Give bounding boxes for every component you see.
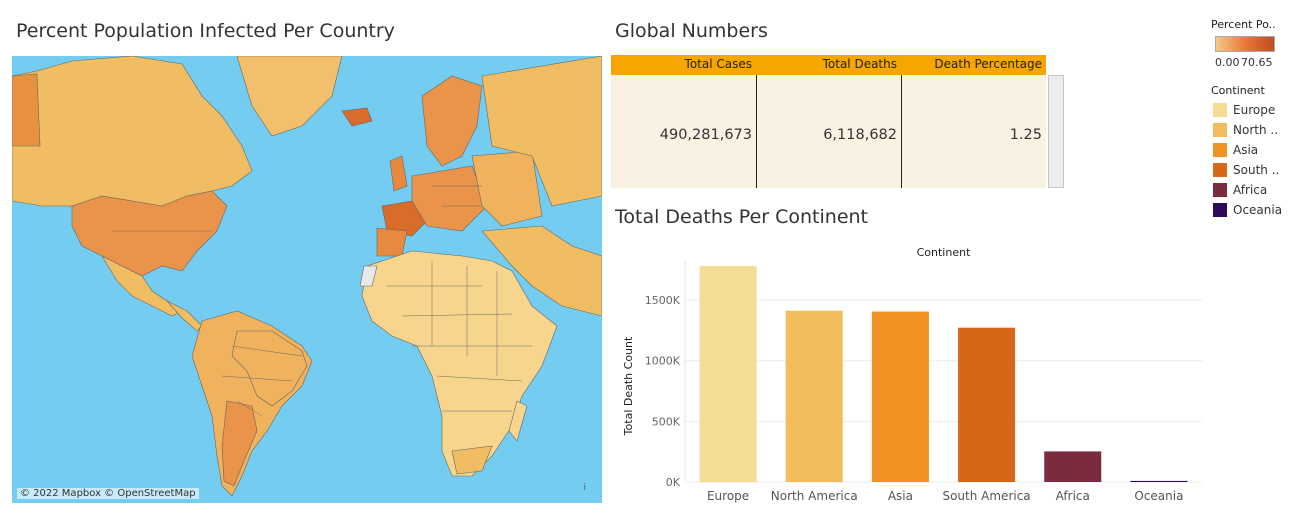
map-brazil — [231, 330, 308, 407]
bar-europe — [699, 266, 757, 482]
legend-percent-title[interactable]: Percent Po.. — [1211, 18, 1276, 31]
x-tick-label: Oceania — [1134, 489, 1183, 503]
x-tick-label: North America — [771, 489, 858, 503]
y-tick-label: 0K — [666, 476, 681, 489]
legend-swatch — [1213, 163, 1227, 177]
map-iberia — [376, 227, 408, 257]
map-canada — [12, 56, 253, 207]
map-eastern-europe — [471, 150, 543, 227]
map-western-sahara — [359, 265, 378, 287]
map-russia — [481, 56, 602, 207]
bar-north-america — [785, 310, 843, 482]
legend-swatch — [1213, 143, 1227, 157]
map-central-america — [166, 300, 203, 332]
legend-label: Africa — [1233, 183, 1268, 197]
cell-death-percentage[interactable]: 1.25 — [1009, 127, 1042, 143]
bar-chart: Continent Total Death Count 0K 500K 1000K 150… — [622, 246, 1202, 503]
map-uk — [389, 155, 408, 192]
map-info-icon[interactable]: i — [583, 483, 586, 493]
bar-africa — [1044, 451, 1102, 482]
x-tick-label: Asia — [888, 489, 913, 503]
x-tick-label: South America — [942, 489, 1030, 503]
bar-oceania — [1130, 480, 1188, 482]
legend-label: North .. — [1233, 123, 1279, 137]
map-africa — [361, 250, 558, 477]
legend-swatch — [1213, 123, 1227, 137]
bar-south-america — [958, 327, 1016, 482]
legend-label: Europe — [1233, 103, 1276, 117]
legend-color-ramp — [1215, 36, 1275, 52]
legend-continent-title[interactable]: Continent — [1211, 84, 1265, 97]
y-tick-label: 1000K — [645, 355, 681, 368]
map-scandinavia — [421, 75, 483, 167]
bar-asia — [871, 311, 929, 482]
map-graphic — [12, 56, 602, 497]
legend-min-value: 0.00 — [1215, 56, 1240, 69]
map-title: Percent Population Infected Per Country — [16, 20, 395, 42]
column-divider — [756, 75, 757, 188]
map-south-africa — [451, 445, 493, 475]
map-alaska — [12, 73, 41, 147]
global-numbers-table: Total Cases Total Deaths Death Percentag… — [611, 55, 1046, 188]
table-scrollbar[interactable] — [1048, 75, 1064, 188]
map-madagascar — [508, 400, 528, 442]
header-total-deaths[interactable]: Total Deaths — [822, 57, 897, 71]
map-greenland — [236, 56, 343, 137]
legend-swatch — [1213, 203, 1227, 217]
x-tick-label: Europe — [707, 489, 749, 503]
table-header-row: Total Cases Total Deaths Death Percentag… — [611, 55, 1046, 75]
legend-max-value: 70.65 — [1241, 56, 1273, 69]
cell-total-deaths[interactable]: 6,118,682 — [823, 127, 897, 143]
legend-label: Oceania — [1233, 203, 1283, 217]
header-death-percentage[interactable]: Death Percentage — [934, 57, 1042, 71]
legend-swatch — [1213, 183, 1227, 197]
x-tick-label: Africa — [1056, 489, 1090, 503]
map-attribution[interactable]: © 2022 Mapbox © OpenStreetMap — [17, 488, 199, 499]
header-total-cases[interactable]: Total Cases — [684, 57, 752, 71]
column-divider — [901, 75, 902, 188]
cell-total-cases[interactable]: 490,281,673 — [659, 127, 752, 143]
legend-swatch — [1213, 103, 1227, 117]
legend-label: Asia — [1233, 143, 1259, 157]
chart-header: Continent — [917, 246, 971, 259]
map-turkey-middle-east — [481, 225, 602, 317]
map-argentina — [221, 400, 258, 487]
choropleth-map[interactable]: © 2022 Mapbox © OpenStreetMap i — [12, 56, 602, 503]
bar-chart-title: Total Deaths Per Continent — [615, 206, 869, 228]
y-tick-label: 500K — [652, 415, 681, 428]
global-numbers-title: Global Numbers — [615, 20, 768, 42]
map-central-europe — [411, 165, 488, 232]
y-tick-label: 1500K — [645, 294, 681, 307]
y-axis-label: Total Death Count — [622, 336, 635, 436]
map-usa — [71, 190, 228, 277]
map-iceland — [341, 107, 373, 127]
table-body-row: 490,281,673 6,118,682 1.25 — [611, 75, 1046, 188]
legend-label: South .. — [1233, 163, 1280, 177]
map-france — [381, 200, 428, 237]
